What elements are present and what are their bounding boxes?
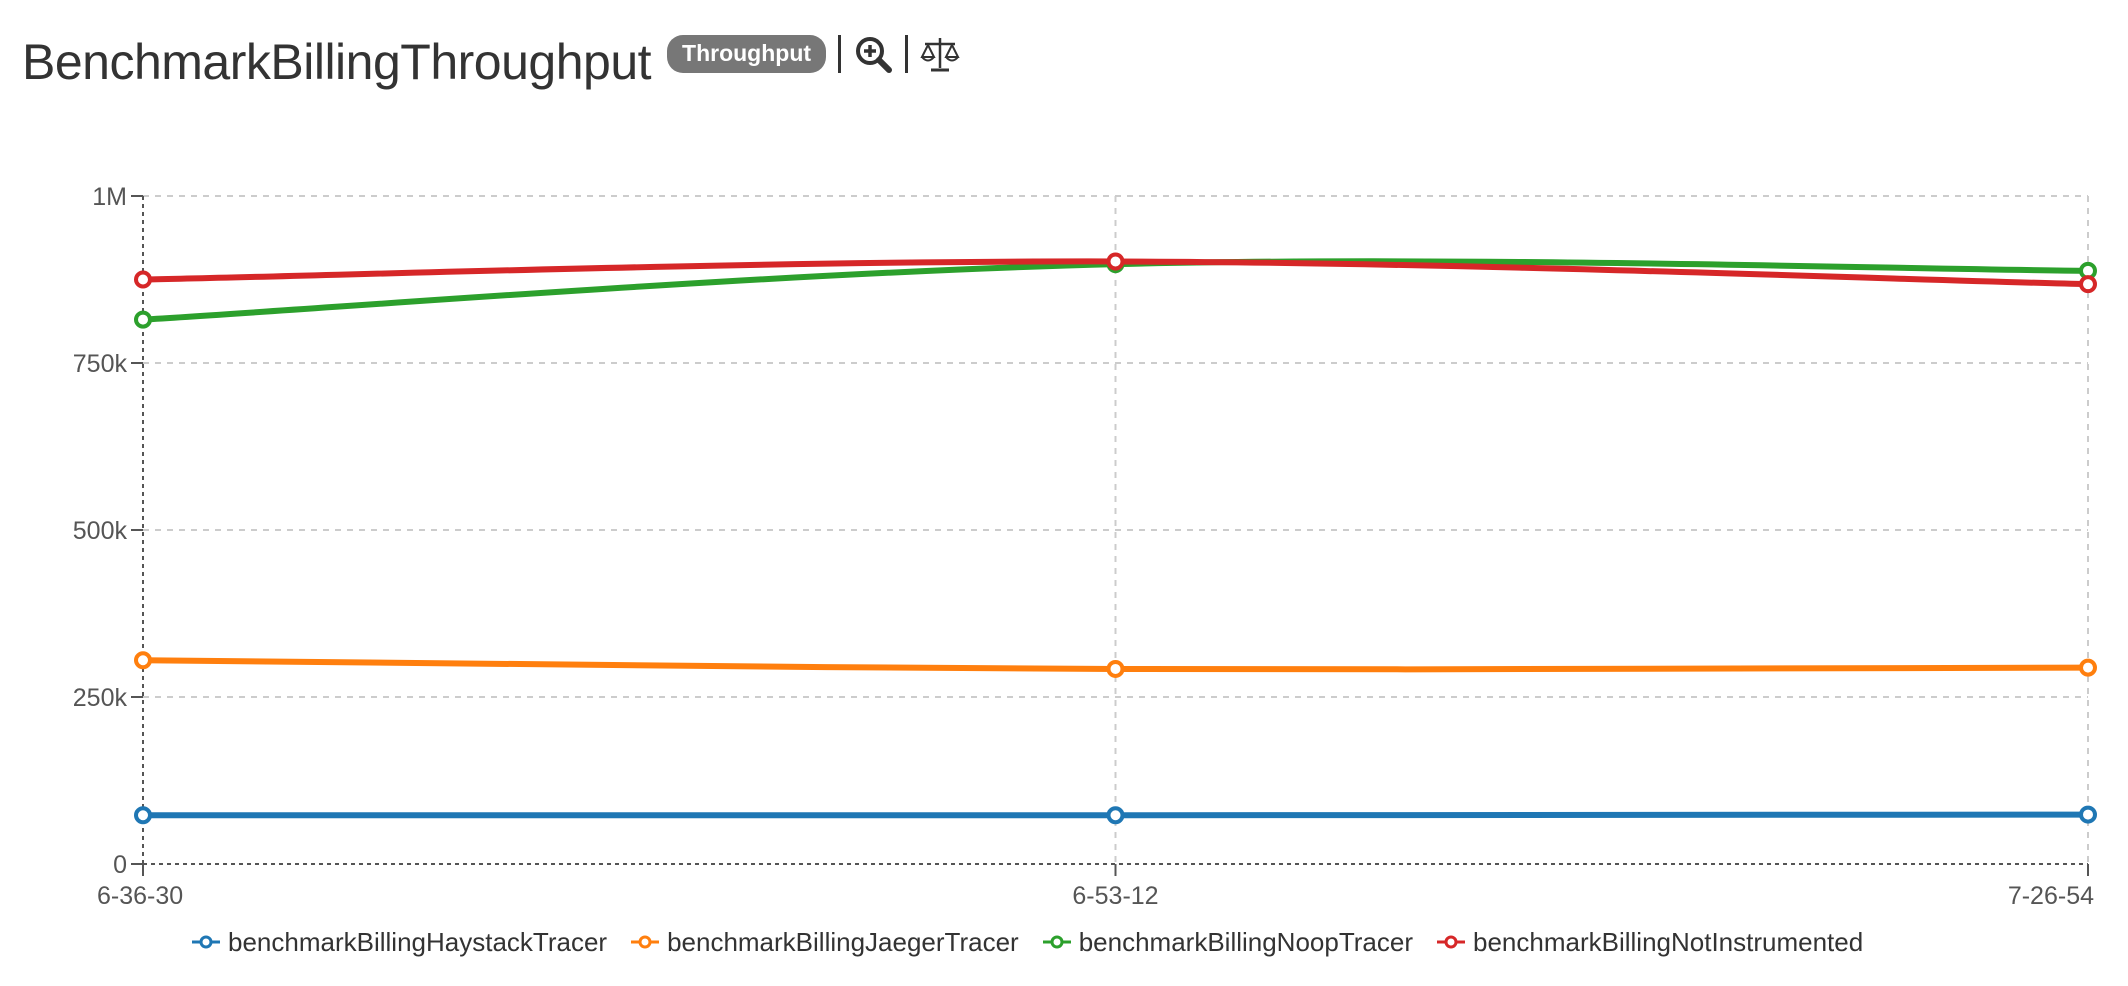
data-point-benchmarkBillingJaegerTracer: [2079, 658, 2097, 677]
data-point-benchmarkBillingJaegerTracer: [134, 651, 152, 670]
legend-swatch-icon: [1437, 935, 1465, 949]
y-tick-label: 750k: [73, 350, 128, 378]
data-point-benchmarkBillingNoopTracer: [134, 310, 152, 329]
legend-label: benchmarkBillingNoopTracer: [1078, 926, 1413, 957]
legend-item-benchmarkBillingJaegerTracer[interactable]: benchmarkBillingJaegerTracer: [631, 927, 1019, 958]
data-point-benchmarkBillingNotInstrumented: [2079, 275, 2097, 294]
toolbar-divider: [838, 35, 842, 73]
legend-item-benchmarkBillingNotInstrumented[interactable]: benchmarkBillingNotInstrumented: [1437, 927, 1863, 958]
legend-label: benchmarkBillingJaegerTracer: [667, 926, 1019, 957]
chart-header: BenchmarkBillingThroughput Throughput: [22, 24, 960, 100]
y-tick-label: 0: [113, 851, 127, 879]
x-tick-label: 6-53-12: [1072, 882, 1158, 910]
legend-swatch-icon: [631, 935, 660, 949]
data-point-benchmarkBillingHaystackTracer: [2079, 805, 2097, 824]
legend-item-benchmarkBillingNoopTracer[interactable]: benchmarkBillingNoopTracer: [1042, 926, 1413, 958]
legend-label: benchmarkBillingHaystackTracer: [228, 926, 608, 957]
balance-scale-icon[interactable]: [920, 34, 960, 74]
x-tick-label: 7-26-54: [2008, 882, 2094, 910]
y-tick-label: 1M: [92, 183, 127, 211]
legend-item-benchmarkBillingHaystackTracer[interactable]: benchmarkBillingHaystackTracer: [192, 927, 607, 958]
zoom-in-icon[interactable]: [853, 34, 893, 74]
data-point-benchmarkBillingJaegerTracer: [1106, 659, 1125, 678]
legend-swatch-icon: [1042, 935, 1071, 949]
chart-title: BenchmarkBillingThroughput: [22, 34, 652, 90]
metric-badge[interactable]: Throughput: [667, 35, 827, 73]
toolbar-divider: [905, 35, 909, 73]
x-tick-label: 6-36-30: [97, 882, 183, 910]
data-point-benchmarkBillingHaystackTracer: [134, 806, 152, 825]
data-point-benchmarkBillingHaystackTracer: [1106, 806, 1125, 825]
data-point-benchmarkBillingNotInstrumented: [1106, 252, 1125, 271]
chart-legend: benchmarkBillingHaystackTracer benchmarkB…: [192, 924, 1887, 960]
y-tick-label: 250k: [73, 684, 128, 712]
legend-label: benchmarkBillingNotInstrumented: [1473, 926, 1864, 957]
data-point-benchmarkBillingNotInstrumented: [134, 270, 152, 289]
y-tick-label: 500k: [73, 517, 128, 545]
line-chart: 0 250k 500k 750k 1M 6-36-30 6-53-12 7-26-54: [73, 183, 2097, 910]
legend-swatch-icon: [192, 935, 220, 949]
